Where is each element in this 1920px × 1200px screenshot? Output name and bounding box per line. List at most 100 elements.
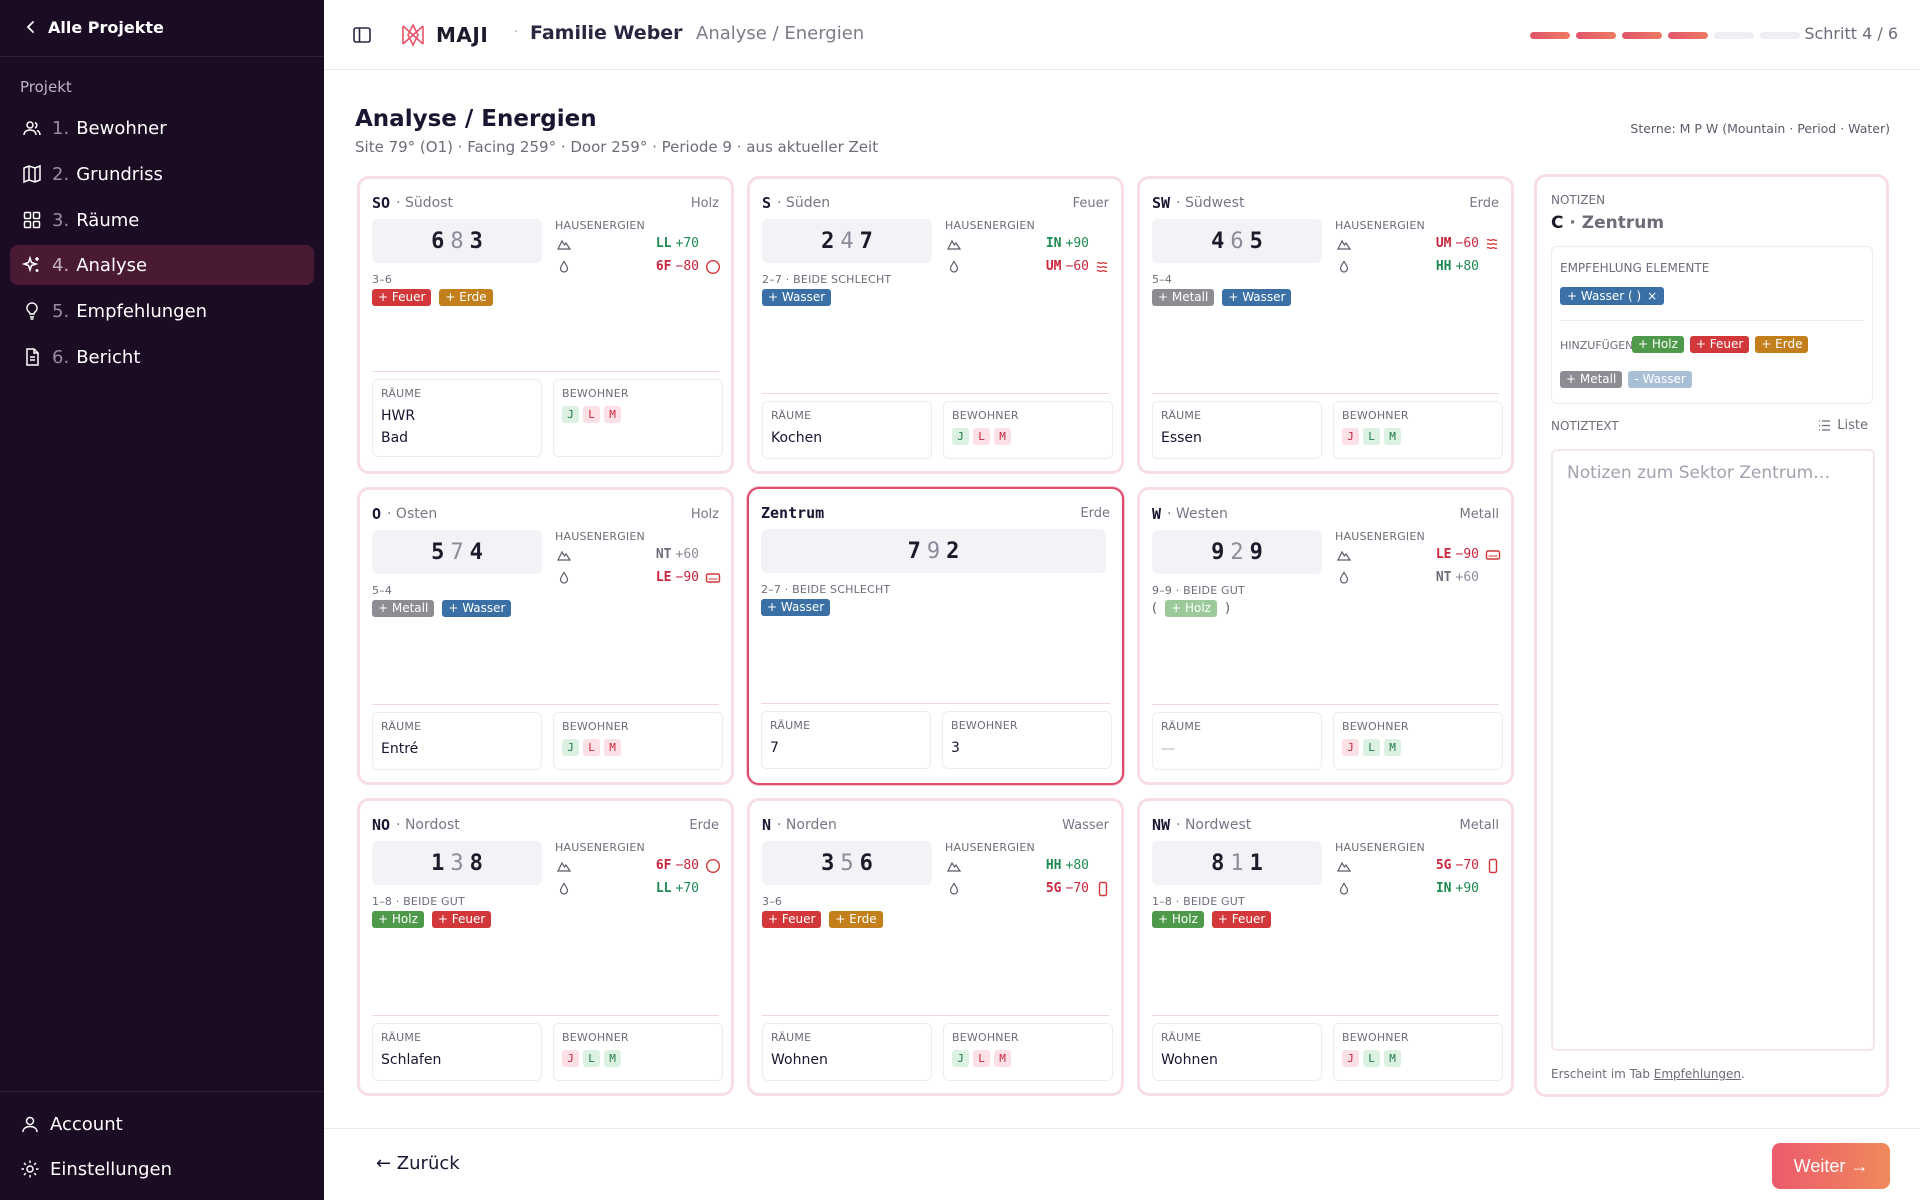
- star-combination: 3–6: [762, 895, 783, 908]
- back-to-projects-link[interactable]: Alle Projekte: [24, 16, 164, 38]
- breadcrumb-client[interactable]: Familie Weber: [530, 22, 683, 44]
- residents-label: BEWOHNER: [1342, 409, 1409, 422]
- room-name: Essen: [1161, 430, 1202, 446]
- back-button[interactable]: ← Zurück: [376, 1153, 460, 1174]
- element-tag: + Holz: [1165, 600, 1217, 617]
- chevron-left-icon: [26, 21, 34, 33]
- sector-card-so[interactable]: SO · Südost Holz 6 8 3 3–6 + Feuer + Erde HAUSENE…: [357, 176, 734, 474]
- resident-badge: M: [604, 739, 621, 756]
- sidebar-item-analyse[interactable]: 4. Analyse: [10, 245, 314, 285]
- add-element-chip[interactable]: + Feuer: [1689, 336, 1750, 353]
- sector-card-n[interactable]: N · Norden Wasser 3 5 6 3–6 + Feuer + Erde HAUSEN…: [747, 798, 1124, 1096]
- add-element-buttons: + Metall - Wasser: [1560, 371, 1692, 388]
- notes-textarea[interactable]: [1551, 449, 1875, 1051]
- card-divider: [372, 1015, 719, 1016]
- star-combination: 5–4: [1152, 273, 1173, 286]
- sidebar-item-label: Bewohner: [76, 117, 167, 139]
- notes-text-label: NOTIZTEXT: [1551, 419, 1619, 433]
- add-element-chip[interactable]: - Wasser: [1628, 371, 1692, 388]
- residents-box: BEWOHNER J L M: [943, 1023, 1113, 1081]
- notes-title: C · Zentrum: [1551, 213, 1664, 233]
- sector-card-nw[interactable]: NW · Nordwest Metall 8 1 1 1–8 · BEIDE GUT + Ho…: [1137, 798, 1514, 1096]
- card-divider: [761, 703, 1110, 704]
- house-energies-label: HAUSENERGIEN: [1335, 530, 1425, 543]
- rooms-label: RÄUME: [771, 1031, 812, 1044]
- card-divider: [762, 393, 1109, 394]
- recommendations-link[interactable]: Empfehlungen: [1653, 1067, 1742, 1081]
- sidebar-toggle-icon[interactable]: [352, 25, 372, 45]
- house-energies: HAUSENERGIEN HH +80 5G −70: [945, 841, 1113, 900]
- add-element-buttons: + Holz + Feuer + Erde: [1632, 336, 1809, 353]
- sector-card-no[interactable]: NO · Nordost Erde 1 3 8 1–8 · BEIDE GUT + Holz +…: [357, 798, 734, 1096]
- energy-row: LL +70: [555, 232, 723, 255]
- water-star: 1: [1249, 850, 1263, 876]
- mountain-star: 3: [821, 850, 835, 876]
- sidebar-item-empfehlungen[interactable]: 5. Empfehlungen: [10, 291, 314, 331]
- energy-number: +70: [675, 881, 699, 896]
- resident-badge: J: [1342, 428, 1359, 445]
- brand[interactable]: MAJI: [400, 22, 488, 48]
- next-button[interactable]: Weiter →: [1772, 1143, 1890, 1189]
- energy-value: UM −60: [1046, 259, 1089, 274]
- room-name: Kochen: [771, 430, 823, 446]
- sector-card-w[interactable]: W · Westen Metall 9 2 9 9–9 · BEIDE GUT (+ Holz…: [1137, 487, 1514, 785]
- room-name: Bad: [381, 430, 409, 446]
- resident-badge: M: [1384, 428, 1401, 445]
- sector-card-s[interactable]: S · Süden Feuer 2 4 7 2–7 · BEIDE SCHLECHT + Wa…: [747, 176, 1124, 474]
- sector-card-sw[interactable]: SW · Südwest Erde 4 6 5 5–4 + Metall + Wasser HAU…: [1137, 176, 1514, 474]
- energy-row: 6F −80: [555, 854, 723, 877]
- list-toggle-button[interactable]: Liste: [1818, 418, 1868, 433]
- energy-code: HH: [1045, 858, 1062, 873]
- card-divider: [1152, 393, 1499, 394]
- sidebar-item-grundriss[interactable]: 2. Grundriss: [10, 154, 314, 194]
- water-drop-icon: [559, 570, 569, 584]
- energy-code: LL: [655, 881, 672, 896]
- card-divider: [1152, 704, 1499, 705]
- energy-row: NT +60: [1335, 566, 1503, 589]
- sidebar-item-label: Empfehlungen: [76, 300, 208, 322]
- sector-name: · Südost: [396, 195, 453, 211]
- add-element-chip[interactable]: + Metall: [1560, 371, 1623, 388]
- water-star: 9: [1249, 539, 1263, 565]
- page-subtitle: Site 79° (O1) · Facing 259° · Door 259° …: [355, 138, 879, 156]
- sector-card-header: NW · Nordwest Metall: [1152, 815, 1499, 835]
- energy-code: HH: [1435, 259, 1452, 274]
- resident-badge: L: [583, 1050, 600, 1067]
- breadcrumb-separator: ·: [514, 24, 519, 40]
- account-link[interactable]: Account: [20, 1109, 123, 1139]
- add-element-chip[interactable]: + Erde: [1755, 336, 1809, 353]
- energy-number: +90: [1455, 881, 1479, 896]
- progress-segment: [1714, 32, 1754, 39]
- mountain-icon: [1337, 239, 1351, 250]
- sidebar-item-bericht[interactable]: 6. Bericht: [10, 337, 314, 377]
- topbar: MAJI · Familie Weber · Analyse / Energie…: [324, 0, 1920, 70]
- remove-chip-icon[interactable]: ×: [1647, 289, 1658, 303]
- energy-value: HH +80: [1046, 858, 1089, 873]
- breadcrumb-page: Analyse / Energien: [696, 23, 865, 44]
- house-energies-label: HAUSENERGIEN: [945, 219, 1035, 232]
- element-tag: + Feuer: [372, 289, 432, 306]
- grid-icon: [22, 210, 42, 230]
- period-star: 9: [926, 538, 941, 564]
- add-element-chip[interactable]: + Holz: [1632, 336, 1684, 353]
- mountain-star: 5: [431, 539, 445, 565]
- sidebar-item-raeume[interactable]: 3. Räume: [10, 200, 314, 240]
- sector-element: Erde: [689, 817, 719, 833]
- energy-value: LE −90: [656, 570, 699, 585]
- document-icon: [22, 347, 42, 367]
- settings-link[interactable]: Einstellungen: [20, 1154, 172, 1184]
- mountain-icon: [947, 239, 961, 250]
- sector-card-zentrum[interactable]: Zentrum Erde 7 9 2 2–7 · BEIDE SCHLECHT + Wass…: [747, 487, 1124, 785]
- energy-number: −80: [675, 259, 699, 274]
- energy-row: IN +90: [945, 232, 1113, 255]
- sector-card-o[interactable]: O · Osten Holz 5 7 4 5–4 + Metall + Wasser HAUSEN…: [357, 487, 734, 785]
- sidebar-item-bewohner[interactable]: 1. Bewohner: [10, 108, 314, 148]
- footer-bar: ← Zurück Weiter →: [324, 1128, 1920, 1200]
- energy-value: UM −60: [1436, 236, 1479, 251]
